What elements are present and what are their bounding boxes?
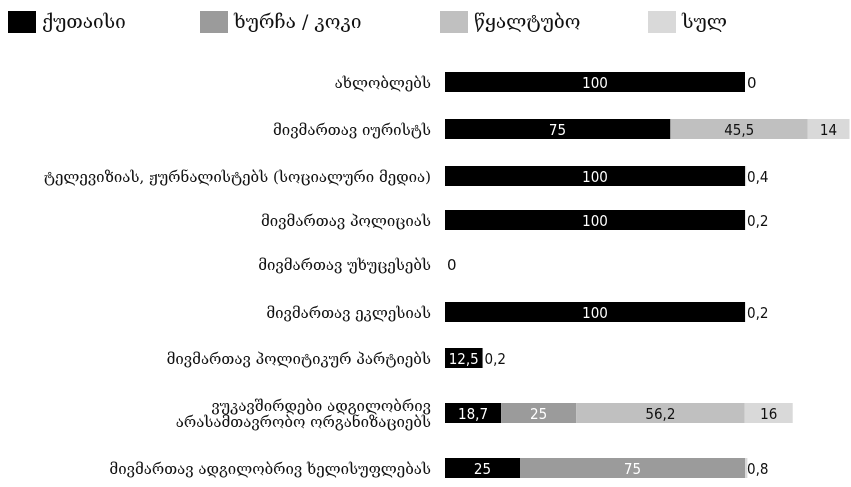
legend-item: წყალტუბო xyxy=(440,4,580,40)
data-label: 0 xyxy=(747,74,757,92)
bar-segment xyxy=(482,348,484,368)
legend-label: ქუთაისი xyxy=(42,11,126,33)
legend-item: ხურჩა / კოკი xyxy=(200,4,361,40)
category-label: ტელევიზიას, ჟურნალისტებს (სოციალური მედი… xyxy=(44,168,431,186)
data-label: 0,4 xyxy=(747,168,768,186)
bar-segment xyxy=(745,302,746,322)
data-label: 0,8 xyxy=(747,460,768,478)
legend-swatch xyxy=(200,11,228,33)
data-label: 0,2 xyxy=(485,350,506,368)
bar-segment xyxy=(445,72,745,92)
data-label: 25 xyxy=(530,405,547,423)
data-label: 18,7 xyxy=(458,405,488,423)
bar-segment xyxy=(501,403,577,423)
bar-segment xyxy=(745,458,748,478)
category-label: მივმართავ ეკლესიას xyxy=(266,304,431,322)
data-label: 75 xyxy=(624,460,641,478)
legend-item: ქუთაისი xyxy=(8,4,126,40)
data-label: 0,2 xyxy=(747,304,768,322)
category-label: ვუკავშირდები ადგილობრივ xyxy=(211,397,431,415)
legend-label: წყალტუბო xyxy=(474,11,581,33)
bar-segment xyxy=(445,348,483,368)
legend-swatch xyxy=(648,11,676,33)
data-label: 14 xyxy=(820,121,837,139)
data-label: 16 xyxy=(760,405,777,423)
data-label: 100 xyxy=(582,212,608,230)
data-label: 0 xyxy=(447,256,457,274)
bar-segment xyxy=(670,119,808,139)
category-label: მივმართავ იურისტს xyxy=(273,121,431,139)
bar-segment xyxy=(445,210,745,230)
bar-segment xyxy=(445,458,520,478)
category-label: მივმართავ პოლიტიკურ პარტიებს xyxy=(167,350,431,368)
bar-segment xyxy=(445,119,670,139)
legend-label: სულ xyxy=(682,11,728,33)
data-label: 56,2 xyxy=(645,405,675,423)
bar-segment xyxy=(745,166,747,186)
legend-item: სულ xyxy=(648,4,727,40)
bar-segment xyxy=(576,403,745,423)
bar-segment xyxy=(445,403,502,423)
bar-segment xyxy=(744,403,793,423)
data-label: 100 xyxy=(582,168,608,186)
legend-swatch xyxy=(440,11,468,33)
bar-segment xyxy=(445,166,745,186)
bar-segment xyxy=(670,119,671,139)
data-label: 45,5 xyxy=(724,121,754,139)
bar-segment xyxy=(520,458,745,478)
bar-segment xyxy=(745,210,746,230)
category-label: არასამთავრობო ორგანიზაციებს xyxy=(176,413,431,431)
legend-swatch xyxy=(8,11,36,33)
legend-label: ხურჩა / კოკი xyxy=(234,11,362,33)
data-label: 75 xyxy=(549,121,566,139)
data-label: 12,5 xyxy=(449,350,479,368)
category-label: მივმართავ ადგილობრივ ხელისუფლებას xyxy=(109,460,431,478)
data-label: 100 xyxy=(582,304,608,322)
data-label: 100 xyxy=(582,74,608,92)
category-label: მივმართავ უხუცესებს xyxy=(258,256,431,274)
data-label: 25 xyxy=(474,460,491,478)
data-label: 0,2 xyxy=(747,212,768,230)
bar-segment xyxy=(807,119,850,139)
category-label: მივმართავ პოლიციას xyxy=(261,212,431,230)
bar-segment xyxy=(445,302,745,322)
category-label: ახლობლებს xyxy=(335,74,431,92)
